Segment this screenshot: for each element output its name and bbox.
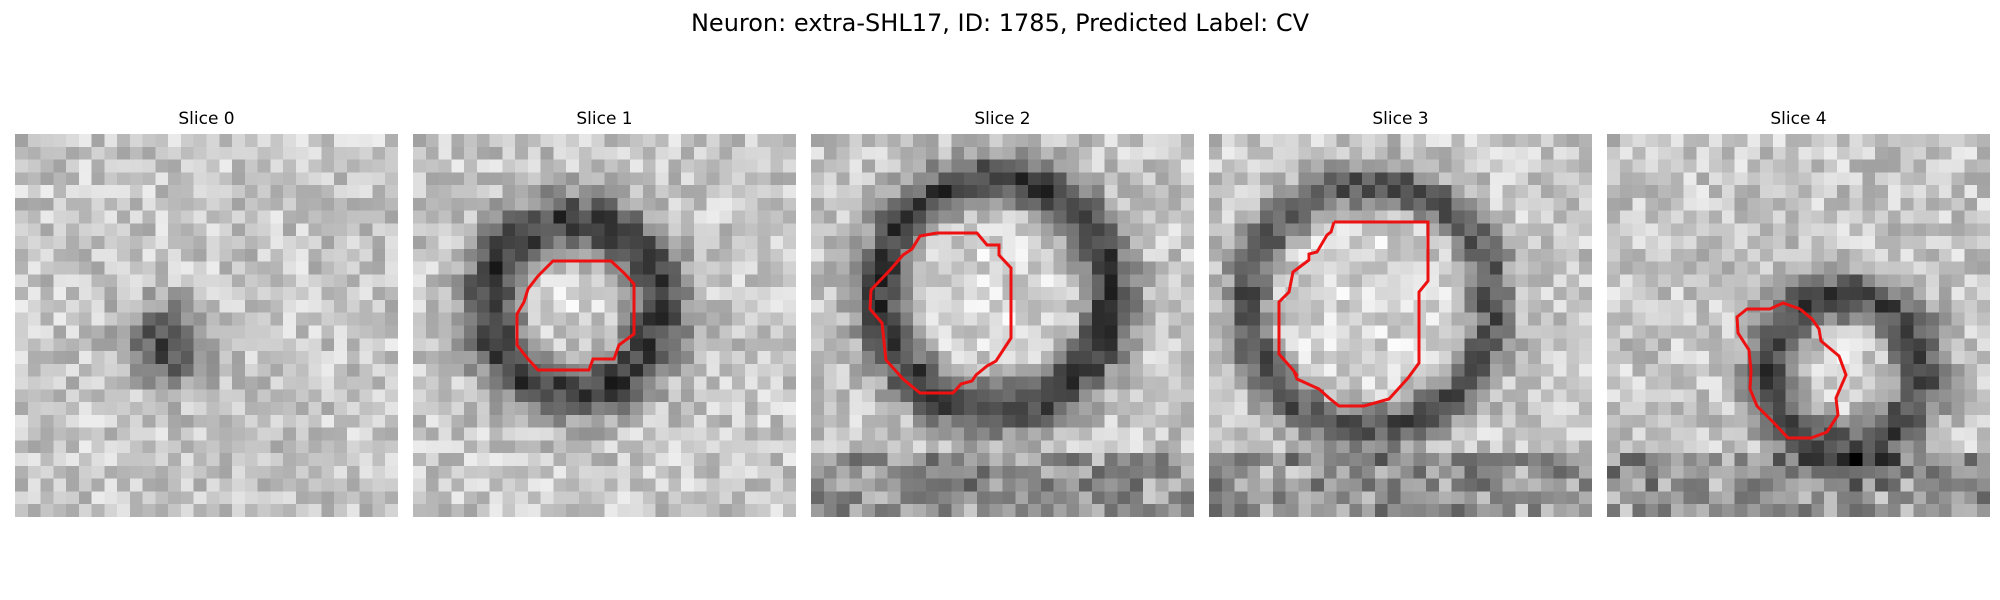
slice-panel-2: Slice 2 — [811, 108, 1194, 517]
contour-overlay — [1735, 301, 1848, 440]
figure-title: Neuron: extra-SHL17, ID: 1785, Predicted… — [690, 9, 1310, 37]
contour-overlay — [1277, 220, 1430, 408]
slice-title: Slice 4 — [1770, 109, 1827, 129]
slice-grayscale — [811, 134, 1194, 517]
slice-title: Slice 2 — [974, 109, 1031, 129]
slice-grayscale — [15, 134, 398, 517]
slice-panel-1: Slice 1 — [413, 108, 796, 517]
slice-panel-0: Slice 0 — [15, 108, 398, 517]
slice-title: Slice 1 — [576, 109, 633, 129]
segmentation-contour — [515, 259, 636, 372]
slice-image — [15, 134, 398, 517]
slice-image — [811, 134, 1194, 517]
slice-image — [1607, 134, 1990, 517]
slice-image — [1209, 134, 1592, 517]
slice-image — [413, 134, 796, 517]
contour-overlay — [868, 231, 1013, 395]
segmentation-contour — [1735, 301, 1848, 440]
slice-grayscale — [1607, 134, 1990, 517]
slice-grayscale — [1209, 134, 1592, 517]
slice-panel-3: Slice 3 — [1209, 108, 1592, 517]
segmentation-contour — [1277, 220, 1430, 408]
slice-title: Slice 0 — [178, 109, 235, 129]
slice-grayscale — [413, 134, 796, 517]
contour-overlay — [515, 259, 636, 372]
contour-overlay — [15, 134, 398, 517]
slice-title: Slice 3 — [1372, 109, 1429, 129]
segmentation-contour — [868, 231, 1013, 395]
slice-panel-4: Slice 4 — [1607, 108, 1990, 517]
